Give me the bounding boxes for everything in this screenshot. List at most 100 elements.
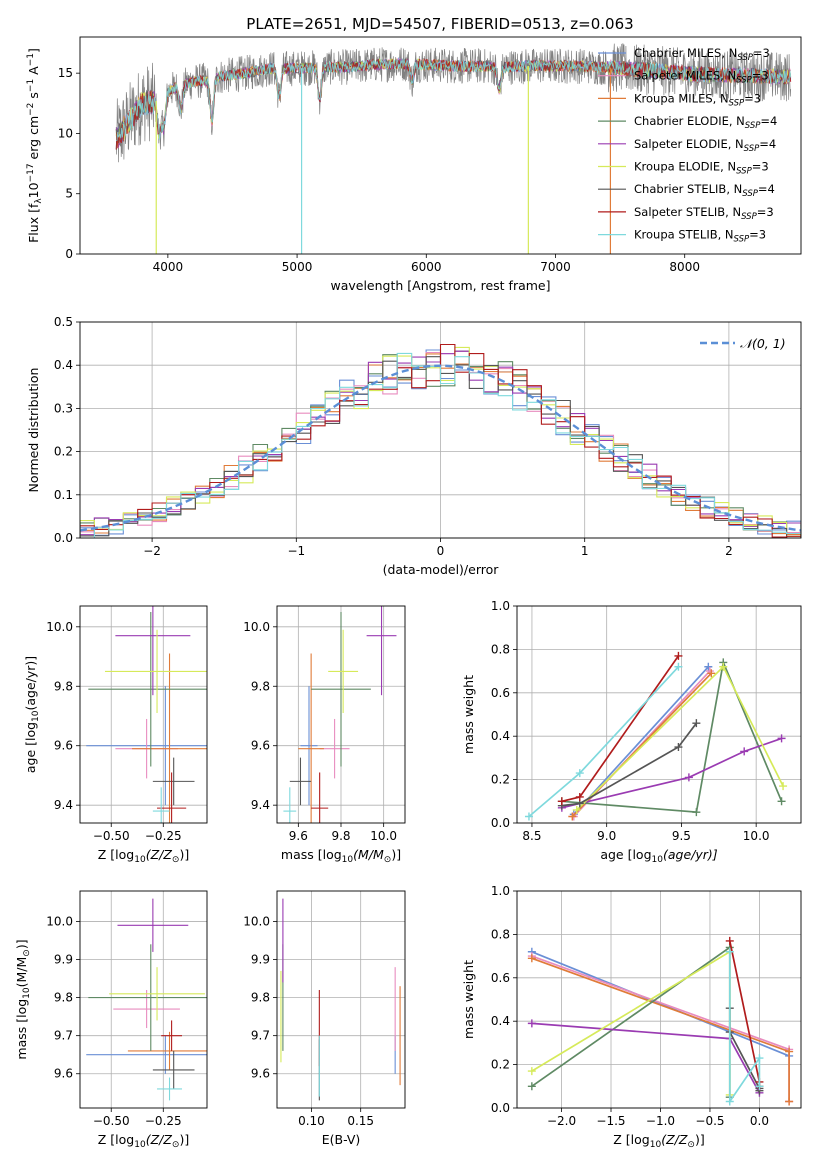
y-tick-label: 9.6 [54, 1067, 73, 1081]
x-tick-label: 6000 [411, 260, 442, 274]
legend-label: Salpeter MILES, NSSP=3 [634, 69, 769, 86]
legend-label: Salpeter STELIB, NSSP=3 [634, 205, 774, 222]
y-tick-label: 0.8 [491, 927, 510, 941]
x-tick-label: −0.25 [145, 829, 182, 843]
y-axis-label: mass weight [461, 960, 476, 1039]
plus-marker [527, 1067, 536, 1076]
y-tick-label: 9.8 [251, 991, 270, 1005]
mass-weight-line [531, 951, 790, 1057]
legend-label: Kroupa ELODIE, NSSP=3 [634, 160, 769, 177]
x-tick-label: 0 [437, 544, 445, 558]
y-tick-label: 0.3 [54, 401, 73, 415]
x-tick-label: −2.0 [547, 1114, 576, 1128]
x-tick-label: −0.50 [93, 1114, 130, 1128]
x-tick-label: 8.5 [522, 829, 541, 843]
y-tick-label: 15 [58, 66, 73, 80]
y-tick-label: 9.7 [251, 1029, 270, 1043]
plus-marker [527, 954, 536, 963]
plus-marker [779, 782, 788, 791]
plot-area [86, 606, 207, 823]
legend-label: Chabrier MILES, NSSP=3 [634, 46, 770, 63]
plus-marker [740, 747, 749, 756]
axes-frame [79, 605, 208, 824]
mass-weight-line [561, 722, 698, 807]
plus-marker [777, 734, 786, 743]
x-axis-label: age [log10(age/yr)] [600, 847, 717, 865]
plus-marker [755, 1054, 764, 1063]
axes-frame [79, 890, 208, 1109]
x-tick-label: 4000 [153, 260, 184, 274]
x-axis-label: Z [log10(Z/Z⊙)] [613, 1132, 704, 1150]
plot-area [115, 43, 792, 254]
plus-marker [692, 719, 701, 728]
y-tick-label: 9.6 [54, 739, 73, 753]
plus-marker [575, 769, 584, 778]
age-vs-z-panel: −0.50 −0.25 9.4 9.6 9.8 10.0 Z [log10(Z/Z⊙)] ag… [23, 605, 208, 865]
plus-marker [684, 773, 693, 782]
y-tick-label: 9.9 [251, 953, 270, 967]
plus-marker [785, 1097, 794, 1106]
x-tick-label: 8000 [669, 260, 700, 274]
y-tick-label: 0 [65, 247, 73, 261]
plus-marker [674, 662, 683, 671]
y-tick-label: 9.4 [54, 798, 73, 812]
plus-marker [692, 808, 701, 817]
x-axis-label: mass [log10(M/M⊙)] [281, 847, 401, 865]
y-tick-label: 9.7 [54, 1029, 73, 1043]
y-tick-label: 0.1 [54, 488, 73, 502]
plus-marker [785, 1047, 794, 1056]
plus-marker [704, 662, 713, 671]
y-axis-label: mass weight [461, 675, 476, 754]
axes-frame [516, 605, 802, 824]
plus-marker [557, 797, 566, 806]
residuals-legend: 𝒩(0, 1) [700, 336, 786, 351]
y-tick-label: 9.8 [251, 679, 270, 693]
y-tick-label: 0.2 [491, 773, 510, 787]
y-tick-label: 0.0 [54, 531, 73, 545]
y-tick-label: 1.0 [491, 599, 510, 613]
x-tick-label: 10.0 [743, 829, 770, 843]
plus-marker [707, 669, 716, 678]
x-axis-label: (data-model)/error [383, 562, 500, 577]
gaussian-curve [80, 364, 801, 532]
y-tick-label: 10.0 [46, 620, 73, 634]
plus-marker [524, 812, 533, 821]
mass-weight-line [561, 737, 782, 809]
plot-area [283, 606, 397, 823]
plus-marker [674, 651, 683, 660]
plot-area [527, 936, 794, 1106]
x-tick-label: 9.5 [672, 829, 691, 843]
plus-marker [568, 812, 577, 821]
legend-label: Kroupa MILES, NSSP=3 [634, 91, 761, 108]
plus-marker [777, 797, 786, 806]
x-tick-label: 9.8 [331, 829, 350, 843]
y-tick-label: 9.4 [251, 798, 270, 812]
plot-area [280, 898, 401, 1101]
plus-marker [527, 1019, 536, 1028]
y-tick-label: 9.8 [54, 679, 73, 693]
y-tick-label: 0.2 [491, 1058, 510, 1072]
age-vs-mass-panel: 9.6 9.8 10.0 9.4 9.6 9.8 10.0 mass [log10(M/M⊙)… [243, 605, 406, 865]
legend-label: Chabrier ELODIE, NSSP=4 [634, 114, 777, 131]
y-axis-label: Normed distribution [26, 368, 41, 493]
x-tick-label: 7000 [540, 260, 571, 274]
legend-label: Salpeter ELODIE, NSSP=4 [634, 137, 776, 154]
y-axis-label: mass [log10(M/M⊙)] [14, 939, 32, 1059]
axes-frame [276, 890, 406, 1109]
x-tick-label: 0.15 [347, 1114, 374, 1128]
x-axis-label: Z [log10(Z/Z⊙)] [98, 847, 189, 865]
spectrum-legend: Chabrier MILES, NSSP=3 Salpeter MILES, NS… [598, 46, 777, 245]
y-tick-label: 10 [58, 126, 73, 140]
y-tick-label: 0.6 [491, 971, 510, 985]
mass-weight-line [573, 666, 709, 815]
y-tick-label: 9.8 [54, 991, 73, 1005]
plus-marker [527, 1082, 536, 1091]
y-tick-label: 1.0 [491, 884, 510, 898]
y-axis-label: age [log10(age/yr)] [23, 656, 41, 773]
y-tick-label: 0.6 [491, 686, 510, 700]
x-tick-label: 2 [725, 544, 733, 558]
y-tick-label: 9.6 [251, 739, 270, 753]
y-tick-label: 0.4 [54, 358, 73, 372]
spectrum-panel: 4000 5000 6000 7000 8000 0 5 10 15 wavelength [An… [26, 36, 802, 293]
